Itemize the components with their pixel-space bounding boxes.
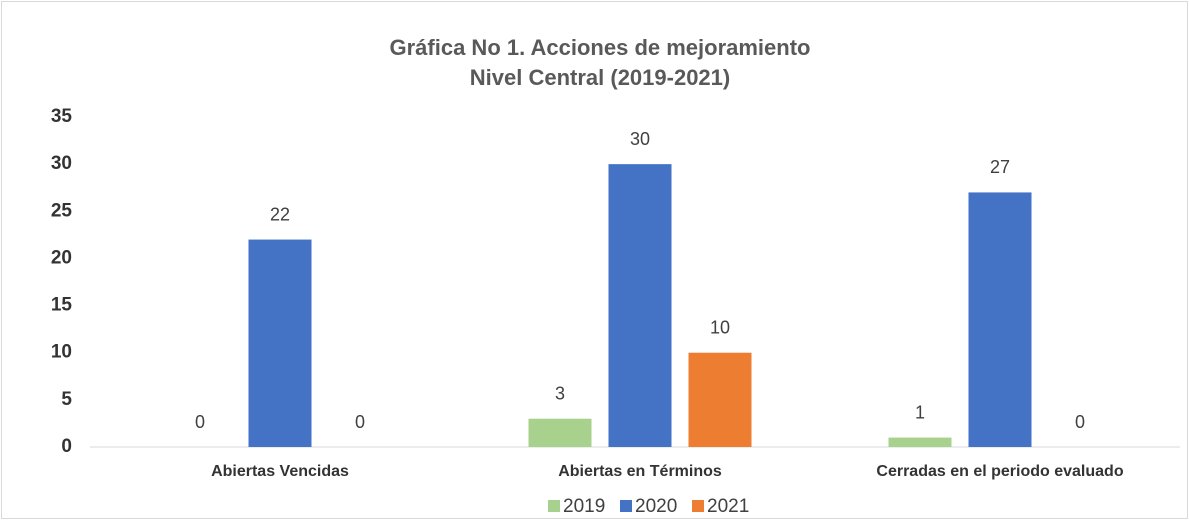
value-label: 22 [270,204,290,224]
y-tick-label: 15 [51,295,73,316]
y-tick-label: 0 [61,436,72,457]
value-label: 3 [555,383,565,403]
y-tick-label: 10 [51,342,72,363]
y-tick-label: 25 [51,200,73,221]
y-tick-label: 35 [51,106,73,127]
bar [688,352,752,447]
legend-swatch [620,500,632,512]
bar [248,239,312,447]
y-tick-label: 30 [51,153,72,174]
legend-label: 2020 [635,496,677,517]
value-label: 10 [710,317,730,337]
x-tick-label: Cerradas en el periodo evaluado [876,463,1123,480]
value-label: 0 [1075,412,1085,432]
x-tick-label: Abiertas en Términos [558,463,722,480]
value-label: 0 [195,412,205,432]
legend-swatch [548,500,560,512]
chart-subtitle: Nivel Central (2019-2021) [470,65,730,90]
y-tick-label: 5 [61,389,72,410]
value-label: 1 [915,402,925,422]
bar [608,164,672,447]
value-label: 0 [355,412,365,432]
x-tick-label: Abiertas Vencidas [211,463,349,480]
bar [888,437,952,447]
value-label: 27 [990,157,1010,177]
chart-title: Gráfica No 1. Acciones de mejoramiento [390,35,811,60]
bar [968,192,1032,447]
legend-swatch [692,500,704,512]
legend-label: 2019 [563,496,605,517]
bar [528,418,592,447]
value-label: 30 [630,129,650,149]
y-tick-label: 20 [51,247,72,268]
legend-label: 2021 [707,496,749,517]
